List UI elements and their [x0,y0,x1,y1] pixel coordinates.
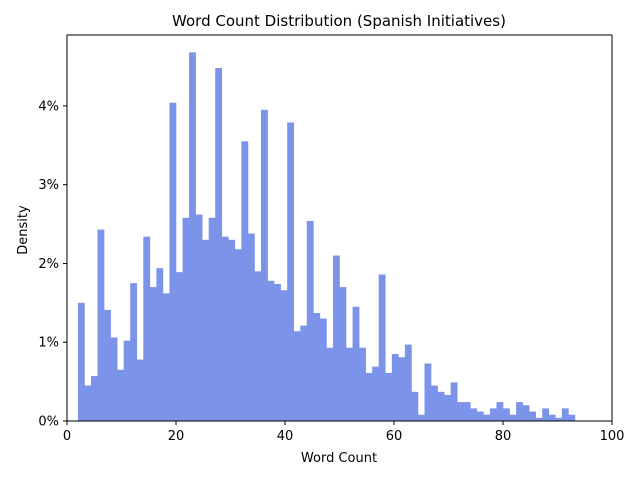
histogram-bar [516,402,523,421]
histogram-bar [221,236,229,421]
histogram-bar [568,414,576,421]
histogram-bar [535,417,543,421]
y-tick-label: 3% [38,178,59,193]
histogram-bar [450,382,458,421]
histogram-bar [261,109,268,421]
histogram-bar [319,318,327,421]
histogram-bar [411,391,419,421]
x-axis-label: Word Count [301,451,377,466]
histogram-bar [143,236,151,421]
histogram-bar [555,417,563,421]
histogram-bar [254,271,262,421]
y-tick-label: 1% [38,336,59,351]
histogram-bar [470,408,478,421]
histogram-bar [136,359,144,421]
x-tick-label: 20 [168,429,185,444]
histogram-bar [385,372,393,421]
histogram-bar [522,405,530,421]
y-tick-label: 0% [38,415,59,430]
histogram-bar [489,408,497,421]
histogram-bar [110,337,118,421]
x-tick-label: 0 [63,429,71,444]
x-tick-label: 100 [600,429,625,444]
histogram-bar [169,102,177,421]
histogram-bar [496,402,504,421]
histogram-bar [90,376,98,421]
y-axis-label: Density [16,205,31,255]
histogram-bar [123,340,131,421]
histogram-bar [313,313,321,421]
histogram-bar [365,372,373,421]
histogram-bar [483,414,491,421]
histogram-bar [274,283,281,421]
histogram-bar [189,52,196,421]
histogram-bar [339,287,347,421]
histogram-bar [398,357,406,421]
histogram-bar [372,366,380,421]
histogram-bar [463,402,471,421]
histogram-bar [509,414,517,421]
x-tick-label: 60 [386,429,403,444]
histogram-bar [77,302,85,421]
histogram-bar [346,347,353,421]
histogram-bar [503,408,510,421]
histogram-bar [404,344,412,421]
histogram-bar [176,272,183,421]
y-tick-label: 4% [38,99,59,114]
histogram-bar [130,283,138,421]
histogram-bar [431,385,438,421]
histogram-bar [548,414,556,421]
y-axis-ticks: 0% 1% 2% 3% 4% [38,99,67,430]
histogram-bar [476,411,484,421]
x-axis-ticks: 0 20 40 60 80 100 [63,421,625,444]
x-tick-label: 80 [495,429,512,444]
histogram-bar [300,325,308,421]
histogram-bar [247,233,255,421]
histogram-bar [542,408,550,421]
histogram-bar [306,220,314,421]
histogram-bar [437,391,445,421]
histogram-bar [228,239,236,421]
x-tick-label: 40 [277,429,294,444]
histogram-bar [457,402,465,421]
histogram-bar [444,395,451,421]
histogram-bar [208,217,216,421]
histogram-bar [529,411,536,421]
histogram-bars [77,52,576,422]
histogram-bar [162,293,170,421]
histogram-bar [287,122,295,421]
histogram-bar [182,217,190,421]
histogram-bar [280,290,288,421]
histogram-bar [359,347,366,421]
histogram-bar [391,354,399,421]
histogram-bar [202,239,209,421]
histogram-bar [241,141,249,422]
histogram-bar [417,414,425,421]
histogram-bar [149,287,157,421]
histogram-bar [267,280,275,421]
histogram-bar [156,268,164,421]
histogram-bar [195,214,203,421]
y-tick-label: 2% [38,257,59,272]
histogram-bar [561,408,569,421]
histogram-bar [326,347,334,421]
histogram-bar [97,229,105,421]
histogram-bar [293,331,301,421]
histogram-bar [332,255,340,421]
histogram-bar [117,369,124,421]
histogram-bar [378,274,386,421]
plot-area-frame [66,34,613,422]
histogram-bar [424,363,432,421]
histogram-bar [352,306,360,421]
histogram-bar [234,249,242,421]
histogram-bar [104,309,111,421]
histogram-bar [215,68,223,421]
chart-title: Word Count Distribution (Spanish Initiat… [172,12,506,30]
histogram-bar [84,385,92,421]
